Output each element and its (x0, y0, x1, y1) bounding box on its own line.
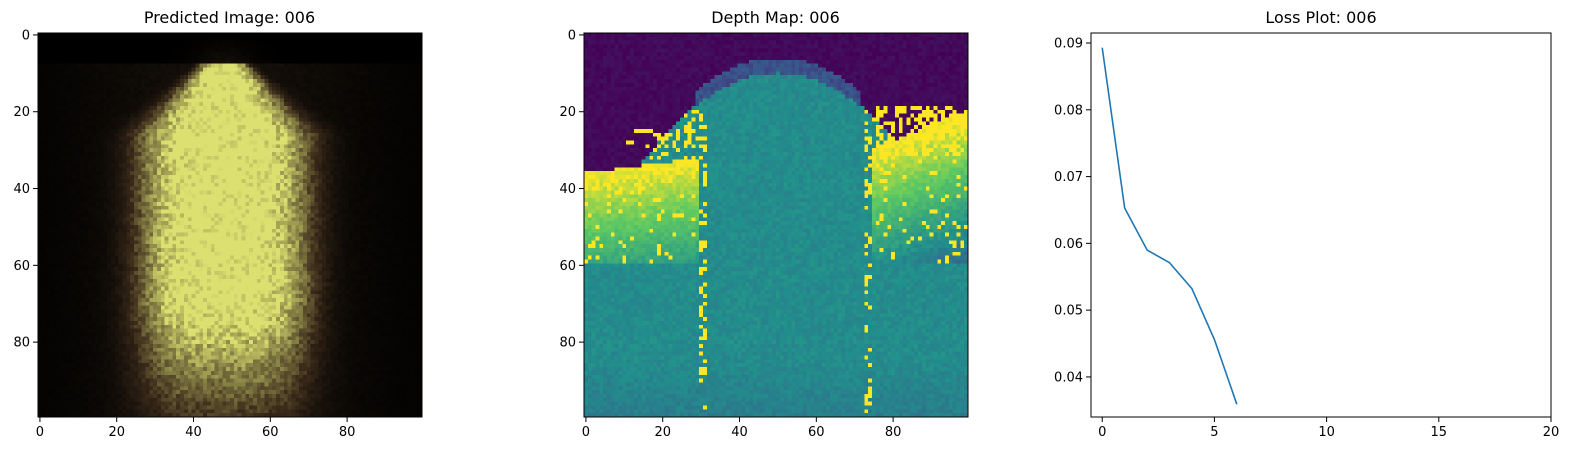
depth-map-frame (583, 32, 969, 418)
loss-ytick-label: 0.09 (1054, 37, 1083, 52)
loss-xtick-label: 10 (1318, 425, 1335, 440)
depth-map-ytick-label: 60 (559, 259, 576, 274)
depth-map-xtick-label: 60 (808, 425, 825, 440)
loss-xtick-label: 15 (1431, 425, 1448, 440)
depth-map-ytick-label: 40 (559, 182, 576, 197)
loss-xtick-label: 0 (1098, 425, 1106, 440)
predicted-image-xtick-label: 40 (185, 425, 202, 440)
loss-ytick-label: 0.05 (1054, 304, 1083, 319)
depth-map-heatmap (584, 33, 968, 417)
loss-xtick-label: 20 (1543, 425, 1560, 440)
predicted-image-ytick-label: 40 (13, 182, 30, 197)
predicted-image-axes: 0 20 40 60 80 0 20 40 60 80 (13, 28, 355, 440)
loss-plot-axes: 0 5 10 15 20 0.04 0.05 0.06 0.07 0.08 0.09 (1054, 37, 1559, 440)
depth-map-axes: 0 20 40 60 80 0 20 40 60 80 (559, 28, 901, 440)
predicted-image-ytick-label: 80 (13, 336, 30, 351)
predicted-image-frame (37, 32, 423, 418)
panel-depth-map: Depth Map: 006 0 20 40 60 80 0 20 40 60 80 (559, 8, 969, 440)
depth-map-xtick-label: 40 (731, 425, 748, 440)
loss-plot-frame (1090, 32, 1552, 418)
depth-map-xtick-label: 80 (885, 425, 902, 440)
loss-plot-area (1091, 33, 1551, 417)
panel-predicted-image: Predicted Image: 006 0 20 40 60 80 0 20 40 60 80 (13, 8, 423, 440)
panel-title-loss-plot: Loss Plot: 006 (1265, 8, 1376, 27)
loss-ytick-label: 0.06 (1054, 237, 1083, 252)
depth-map-ytick-label: 0 (568, 28, 576, 43)
predicted-image-xtick-label: 20 (108, 425, 125, 440)
loss-line (1101, 47, 1238, 405)
depth-map-xtick-label: 0 (582, 425, 590, 440)
loss-series (1101, 47, 1238, 405)
predicted-image-xtick-label: 80 (339, 425, 356, 440)
panel-title-depth-map: Depth Map: 006 (711, 8, 840, 27)
predicted-image-xtick-label: 60 (262, 425, 279, 440)
predicted-image-ytick-label: 20 (13, 105, 30, 120)
predicted-image-ytick-label: 0 (22, 28, 30, 43)
loss-ytick-label: 0.04 (1054, 370, 1083, 385)
depth-map-ytick-label: 20 (559, 105, 576, 120)
loss-ytick-label: 0.07 (1054, 170, 1083, 185)
predicted-image-ytick-label: 60 (13, 259, 30, 274)
depth-map-xtick-label: 20 (654, 425, 671, 440)
panel-loss-plot: Loss Plot: 006 0 5 10 15 200.040.050.060.070… (1054, 8, 1559, 440)
predicted-image-heatmap (38, 33, 422, 417)
predicted-image-xtick-label: 0 (36, 425, 44, 440)
loss-xtick-label: 5 (1210, 425, 1218, 440)
loss-ytick-label: 0.08 (1054, 103, 1083, 118)
depth-map-ytick-label: 80 (559, 336, 576, 351)
panel-title-predicted-image: Predicted Image: 006 (144, 8, 315, 27)
